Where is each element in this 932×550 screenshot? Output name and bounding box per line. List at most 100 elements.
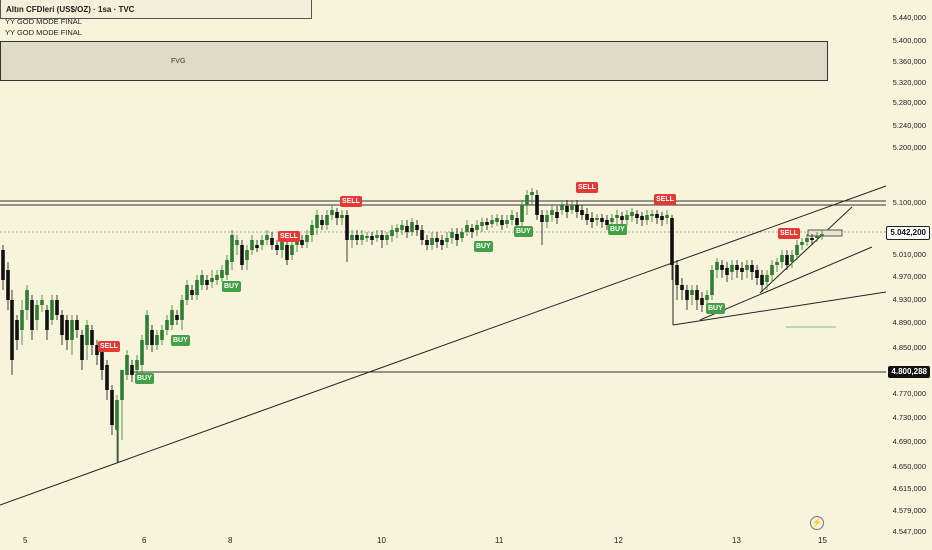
price-tick: 4.730,000 bbox=[892, 413, 926, 422]
price-tick: 5.280,000 bbox=[892, 98, 926, 107]
buy-signal: BUY bbox=[474, 241, 493, 252]
bearish-candle bbox=[105, 365, 109, 390]
bullish-candle bbox=[165, 320, 169, 330]
bearish-candle bbox=[45, 310, 49, 330]
bearish-candle bbox=[585, 214, 589, 220]
bearish-candle bbox=[30, 300, 34, 330]
bullish-candle bbox=[120, 370, 124, 400]
bearish-candle bbox=[90, 330, 94, 345]
bullish-candle bbox=[395, 228, 399, 232]
indicator-label[interactable]: YY GOD MODE FINAL bbox=[5, 17, 82, 26]
bullish-candle bbox=[780, 255, 784, 262]
bullish-candle bbox=[235, 240, 239, 245]
bearish-candle bbox=[380, 235, 384, 240]
bullish-candle bbox=[180, 300, 184, 320]
lightning-icon[interactable]: ⚡ bbox=[810, 516, 824, 530]
bullish-candle bbox=[530, 192, 534, 195]
bullish-candle bbox=[195, 280, 199, 295]
price-tick: 5.320,000 bbox=[892, 78, 926, 87]
sell-signal: SELL bbox=[576, 182, 598, 193]
price-tick: 4.547,000 bbox=[892, 527, 926, 536]
bullish-candle bbox=[630, 212, 634, 216]
bullish-candle bbox=[220, 270, 224, 278]
buy-signal: BUY bbox=[706, 303, 725, 314]
bullish-candle bbox=[520, 205, 524, 222]
bearish-candle bbox=[455, 234, 459, 240]
level-price-badge: 4.800,288 bbox=[888, 366, 930, 378]
bearish-candle bbox=[65, 320, 69, 340]
bullish-candle bbox=[155, 335, 159, 345]
bearish-candle bbox=[60, 315, 64, 335]
price-tick: 4.579,000 bbox=[892, 506, 926, 515]
bearish-candle bbox=[675, 265, 679, 285]
bullish-candle bbox=[400, 225, 404, 230]
bullish-candle bbox=[510, 215, 514, 220]
bullish-candle bbox=[140, 340, 144, 365]
bearish-candle bbox=[720, 265, 724, 270]
indicator-label[interactable]: YY GOD MODE FINAL bbox=[5, 28, 82, 37]
bullish-candle bbox=[170, 310, 174, 325]
bullish-candle bbox=[160, 330, 164, 340]
sell-signal: SELL bbox=[278, 231, 300, 242]
bullish-candle bbox=[715, 262, 719, 270]
bearish-candle bbox=[205, 280, 209, 285]
bearish-candle bbox=[575, 205, 579, 212]
bearish-candle bbox=[370, 236, 374, 240]
price-tick: 4.850,000 bbox=[892, 343, 926, 352]
bearish-candle bbox=[760, 275, 764, 285]
bullish-candle bbox=[315, 215, 319, 228]
bearish-candle bbox=[750, 265, 754, 272]
bearish-candle bbox=[255, 245, 259, 248]
bullish-candle bbox=[475, 225, 479, 230]
price-tick: 5.100,000 bbox=[892, 198, 926, 207]
bullish-candle bbox=[465, 225, 469, 232]
bearish-candle bbox=[190, 290, 194, 295]
bearish-candle bbox=[735, 265, 739, 270]
bullish-candle bbox=[490, 220, 494, 224]
bearish-candle bbox=[240, 245, 244, 265]
bearish-candle bbox=[80, 335, 84, 360]
bullish-candle bbox=[710, 270, 714, 295]
bullish-candle bbox=[365, 236, 369, 238]
date-tick: 5 bbox=[23, 536, 28, 545]
bullish-candle bbox=[770, 265, 774, 275]
date-tick: 8 bbox=[228, 536, 233, 545]
bullish-candle bbox=[665, 215, 669, 218]
bearish-candle bbox=[640, 216, 644, 220]
bearish-candle bbox=[580, 210, 584, 215]
bearish-candle bbox=[500, 220, 504, 225]
price-tick: 5.240,000 bbox=[892, 121, 926, 130]
date-tick: 6 bbox=[142, 536, 147, 545]
bullish-candle bbox=[650, 214, 654, 216]
bullish-candle bbox=[265, 235, 269, 240]
bullish-candle bbox=[730, 265, 734, 272]
price-tick: 5.200,000 bbox=[892, 143, 926, 152]
bullish-candle bbox=[645, 215, 649, 220]
bullish-candle bbox=[385, 235, 389, 240]
bullish-candle bbox=[310, 225, 314, 235]
bullish-candle bbox=[350, 235, 354, 240]
bearish-candle bbox=[660, 216, 664, 220]
sell-signal: SELL bbox=[98, 341, 120, 352]
bearish-candle bbox=[470, 228, 474, 232]
bullish-candle bbox=[35, 305, 39, 320]
bearish-candle bbox=[515, 218, 519, 225]
bearish-candle bbox=[355, 235, 359, 240]
price-tick: 5.010,000 bbox=[892, 250, 926, 259]
bearish-candle bbox=[55, 300, 59, 315]
trendline bbox=[759, 206, 853, 294]
bearish-candle bbox=[10, 300, 14, 360]
bearish-candle bbox=[335, 212, 339, 218]
bearish-candle bbox=[130, 365, 134, 375]
bullish-candle bbox=[200, 275, 204, 285]
symbol-header[interactable]: Altın CFDleri (US$/OZ) · 1sa · TVC bbox=[0, 0, 312, 19]
bearish-candle bbox=[6, 270, 10, 300]
price-tick: 5.360,000 bbox=[892, 57, 926, 66]
bearish-candle bbox=[420, 230, 424, 240]
bearish-candle bbox=[270, 238, 274, 245]
bullish-candle bbox=[480, 222, 484, 226]
bullish-candle bbox=[445, 238, 449, 242]
bearish-candle bbox=[435, 238, 439, 242]
